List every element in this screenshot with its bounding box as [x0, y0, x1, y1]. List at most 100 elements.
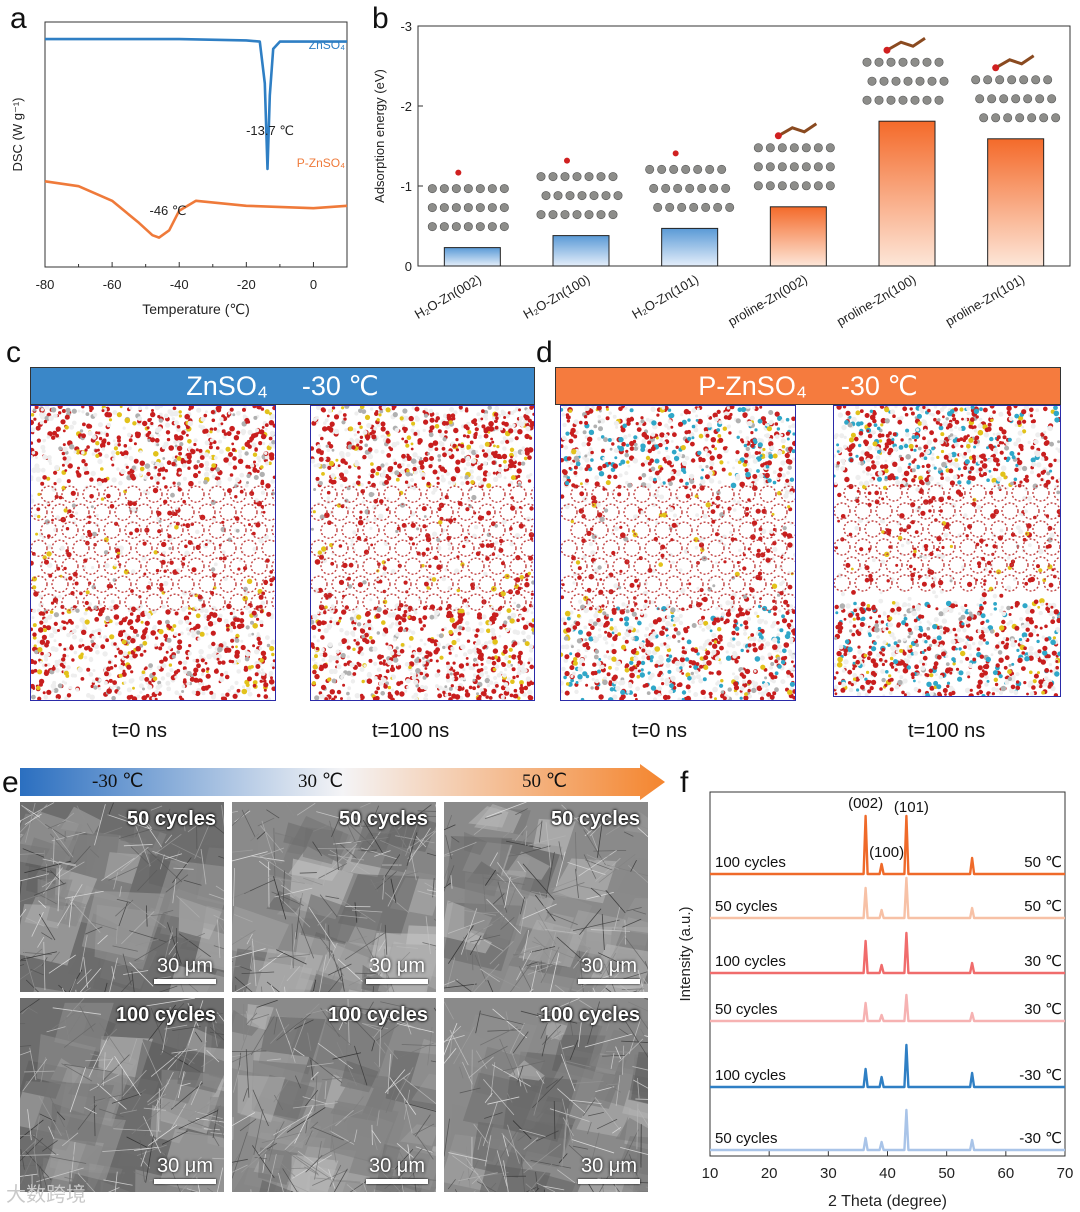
xrd-chart: 10 20 30 40 50 60 70 2 Theta (degree) Intensity …	[677, 791, 1074, 1210]
scale-bar: 30 μm	[578, 955, 640, 984]
scale-bar: 30 μm	[578, 1155, 640, 1184]
p-znso4-banner: P-ZnSO₄ -30 ℃	[555, 367, 1061, 405]
scale-bar: 30 μm	[154, 955, 216, 984]
plot-frame	[44, 21, 348, 268]
temperature-label: 50 ℃	[1024, 854, 1062, 871]
banner-title-d: P-ZnSO₄	[698, 370, 807, 401]
panel-label-b: b	[372, 2, 389, 35]
x-tick-label: 60	[997, 1165, 1014, 1182]
panel-label-f: f	[680, 766, 689, 799]
xrd-pattern	[710, 1043, 1065, 1089]
sem-image: 100 cycles 30 μm	[232, 998, 436, 1192]
atom-structure	[862, 36, 949, 105]
temp-label-30: 30 ℃	[298, 771, 344, 792]
category-label: proline-Zn(101)	[943, 272, 1027, 329]
x-tick-label: 50	[938, 1165, 955, 1182]
xrd-pattern	[710, 931, 1065, 975]
peak-label-100: (100)	[869, 844, 904, 861]
cycle-label: 100 cycles	[539, 1004, 640, 1026]
annotation-minus13-7: -13.7 ℃	[246, 123, 294, 138]
category-label: proline-Zn(002)	[725, 272, 809, 329]
time-label-c-0: t=0 ns	[112, 720, 168, 742]
cycles-label: 100 cycles	[715, 1067, 786, 1084]
sem-image-grid: 50 cycles 30 μm 50 cycles 30 μm 50 cycle…	[20, 802, 650, 1194]
temperature-label: -30 ℃	[1019, 1067, 1062, 1084]
banner-title-c: ZnSO₄	[186, 370, 268, 401]
x-tick-label: -80	[36, 277, 55, 292]
y-axis-label: DSC (W g⁻¹)	[10, 97, 25, 171]
time-label-d-100: t=100 ns	[908, 720, 986, 742]
xrd-pattern	[710, 876, 1065, 920]
panel-label-d: d	[536, 336, 553, 369]
y-tick-label: -1	[400, 179, 412, 194]
x-axis-label: Temperature (℃)	[142, 301, 250, 317]
xrd-pattern	[710, 993, 1065, 1023]
y-axis-label: Adsorption energy (eV)	[372, 69, 387, 203]
sem-image: 100 cycles 30 μm	[444, 998, 648, 1192]
scale-bar: 30 μm	[366, 1155, 428, 1184]
panel-label-a: a	[10, 2, 27, 35]
panel-label-c: c	[6, 336, 21, 369]
x-tick-label: 30	[820, 1165, 837, 1182]
temperature-gradient-arrow	[20, 764, 665, 800]
adsorption-energy-chart: 0 -1 -2 -3 Adsorption energy (eV) H₂O-Zn(002)…	[372, 19, 1071, 329]
x-tick-label: -40	[170, 277, 189, 292]
cycle-label: 50 cycles	[127, 808, 216, 830]
cycle-label: 50 cycles	[339, 808, 428, 830]
temp-label-minus30: -30 ℃	[92, 771, 144, 792]
peak-label-101: (101)	[894, 799, 929, 816]
sem-image: 50 cycles 30 μm	[232, 802, 436, 992]
bar	[661, 227, 719, 267]
cycles-label: 100 cycles	[715, 953, 786, 970]
x-tick-label: 40	[879, 1165, 896, 1182]
md-render	[561, 406, 795, 700]
banner-temp-d: -30 ℃	[840, 370, 918, 401]
y-tick-label: -3	[400, 19, 412, 34]
md-render	[834, 406, 1060, 696]
bar	[987, 138, 1045, 267]
znso4-banner: ZnSO₄ -30 ℃	[30, 367, 535, 405]
atom-structure	[645, 150, 735, 212]
x-tick-label: 20	[761, 1165, 778, 1182]
cycle-label: 50 cycles	[551, 808, 640, 830]
plot-frame	[417, 25, 1071, 267]
cycle-label: 100 cycles	[327, 1004, 428, 1026]
bar	[443, 247, 501, 267]
sem-image: 100 cycles 30 μm	[20, 998, 224, 1192]
dsc-chart: -80 -60 -40 -20 0 Temperature (℃) DSC (W g⁻¹) Z…	[10, 21, 348, 317]
annotation-minus46: -46 ℃	[149, 203, 186, 218]
x-axis-label: 2 Theta (degree)	[828, 1193, 947, 1210]
series-line	[45, 37, 347, 171]
bar	[769, 206, 827, 267]
banner-temp-c: -30 ℃	[301, 370, 379, 401]
bar	[552, 235, 610, 267]
scale-bar: 30 μm	[366, 955, 428, 984]
temperature-label: 30 ℃	[1024, 953, 1062, 970]
category-label: proline-Zn(100)	[834, 272, 918, 329]
cycles-label: 50 cycles	[715, 1130, 778, 1147]
time-label-d-0: t=0 ns	[632, 720, 688, 742]
cycles-label: 50 cycles	[715, 898, 778, 915]
category-label: H₂O-Zn(101)	[629, 272, 701, 322]
md-snapshot-d-0	[560, 405, 796, 701]
md-render	[31, 406, 275, 700]
atom-structure	[427, 169, 509, 232]
category-label: H₂O-Zn(002)	[412, 272, 484, 322]
md-snapshot-c-0	[30, 405, 276, 701]
watermark: 大数跨境	[6, 1184, 86, 1206]
cycle-label: 100 cycles	[115, 1004, 216, 1026]
legend-znso4: ZnSO₄	[309, 38, 345, 52]
series-line	[44, 180, 348, 239]
temp-label-50: 50 ℃	[522, 771, 568, 792]
atom-structure	[971, 54, 1061, 123]
x-tick-label: -20	[237, 277, 256, 292]
y-tick-label: 0	[405, 259, 412, 274]
x-tick-label: 70	[1057, 1165, 1074, 1182]
y-tick-label: -2	[400, 99, 412, 114]
x-tick-label: 10	[702, 1165, 719, 1182]
scale-bar: 30 μm	[154, 1155, 216, 1184]
bar	[878, 120, 936, 267]
category-label: H₂O-Zn(100)	[521, 272, 593, 322]
md-render	[311, 406, 534, 700]
panel-label-e: e	[2, 766, 19, 799]
